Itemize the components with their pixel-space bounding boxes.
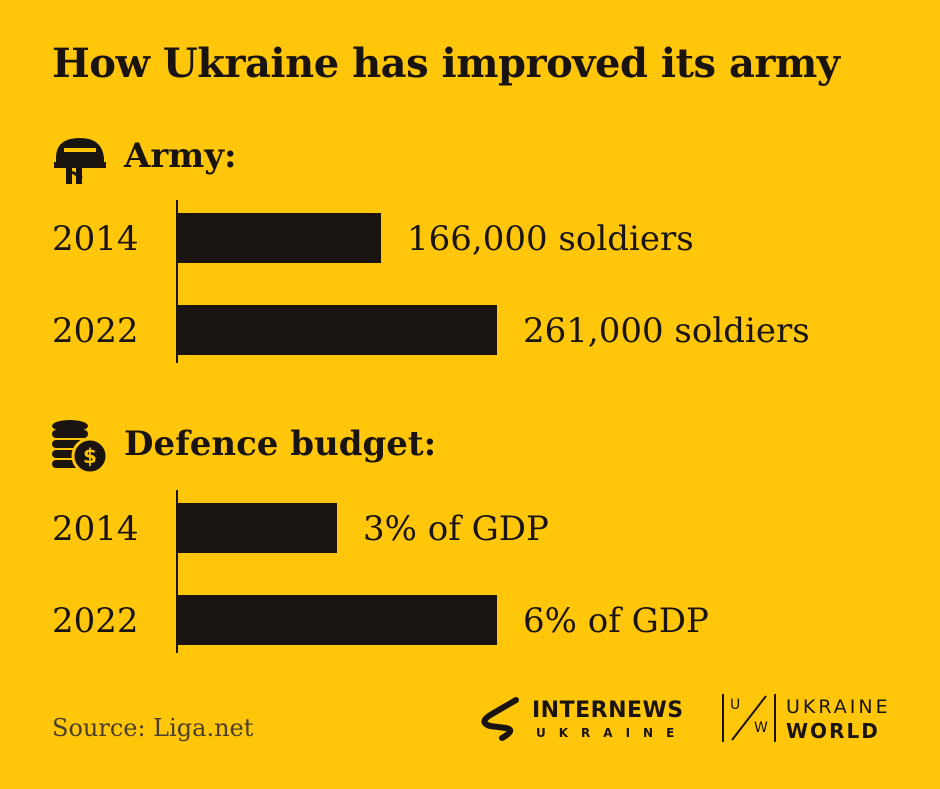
ukraineworld-logo: U W UKRAINE WORLD — [722, 694, 894, 746]
defence-budget-heading: Defence budget: — [124, 424, 437, 464]
army-chart: 2014 166,000 soldiers 2022 261,000 soldiers — [0, 200, 940, 372]
bar — [177, 213, 381, 263]
army-heading: Army: — [124, 136, 237, 176]
svg-text:$: $ — [83, 444, 97, 468]
data-label: 6% of GDP — [523, 601, 709, 641]
ukraineworld-line1: UKRAINE — [786, 696, 891, 718]
bar — [177, 595, 497, 645]
category-label: 2022 — [52, 311, 139, 351]
internews-ukraine-logo: INTERNEWS UKRAINE — [476, 696, 692, 744]
coins-dollar-icon: $ — [50, 418, 109, 476]
ukraineworld-mark-u: U — [730, 697, 741, 713]
category-label: 2022 — [52, 601, 139, 641]
category-label: 2014 — [52, 509, 139, 549]
bar — [177, 305, 497, 355]
helmet-icon — [52, 134, 108, 186]
page-title: How Ukraine has improved its army — [52, 40, 840, 87]
defence-budget-chart: 2014 3% of GDP 2022 6% of GDP — [0, 490, 940, 662]
category-label: 2014 — [52, 219, 139, 259]
data-label: 3% of GDP — [363, 509, 549, 549]
ukraineworld-line2: WORLD — [786, 719, 880, 743]
data-label: 261,000 soldiers — [523, 311, 810, 351]
ukraineworld-mark-w: W — [754, 720, 768, 736]
bar — [177, 503, 337, 553]
data-label: 166,000 soldiers — [407, 219, 694, 259]
ukraineworld-mark: U W — [722, 694, 776, 742]
internews-wordmark: INTERNEWS — [532, 698, 684, 723]
internews-swoosh-icon — [481, 697, 519, 741]
source-note: Source: Liga.net — [52, 714, 254, 742]
internews-subline: UKRAINE — [536, 726, 688, 740]
